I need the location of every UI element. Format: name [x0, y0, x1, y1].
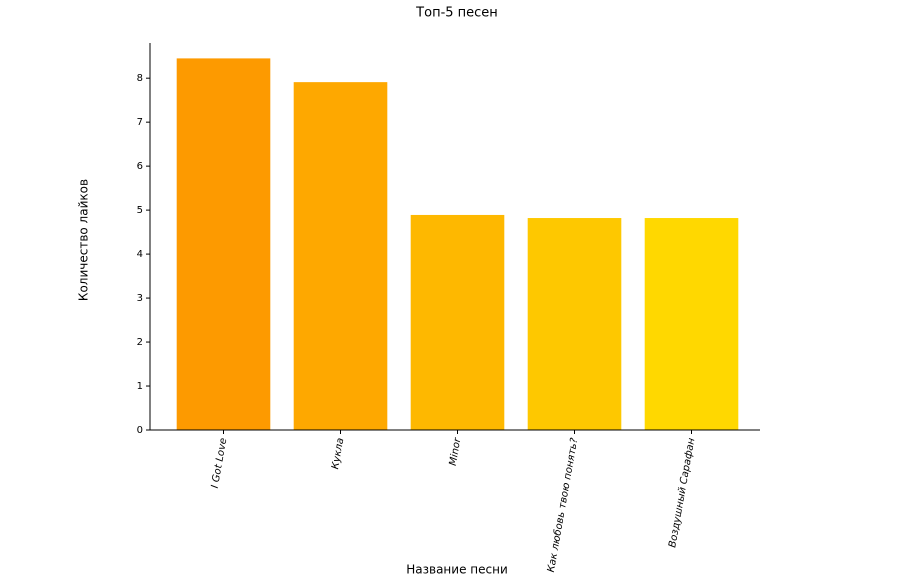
- x-tick-label: I Got Love: [210, 437, 230, 489]
- bar: [293, 82, 388, 430]
- y-axis-label: Количество лайков: [77, 179, 91, 301]
- bar: [644, 218, 739, 430]
- y-tick-label: 6: [137, 161, 143, 172]
- y-tick-label: 1: [137, 381, 143, 392]
- x-tick-label: Воздушный Сарафан: [667, 437, 697, 549]
- bar: [410, 214, 505, 430]
- y-tick-label: 7: [137, 117, 143, 128]
- y-tick-label: 3: [137, 293, 143, 304]
- y-tick-label: 2: [137, 337, 143, 348]
- y-tick-label: 0: [137, 425, 143, 436]
- y-tick-label: 8: [137, 73, 143, 84]
- y-tick-label: 4: [137, 249, 143, 260]
- x-tick-label: Как любовь твою понять?: [545, 436, 581, 573]
- x-tick-label: Кукла: [330, 437, 346, 470]
- x-axis-label: Название песни: [406, 563, 508, 577]
- x-tick-label: Minor: [448, 436, 464, 466]
- y-tick-label: 5: [137, 205, 143, 216]
- bar: [527, 218, 622, 430]
- bar: [176, 58, 271, 431]
- chart-title: Топ-5 песен: [415, 6, 498, 21]
